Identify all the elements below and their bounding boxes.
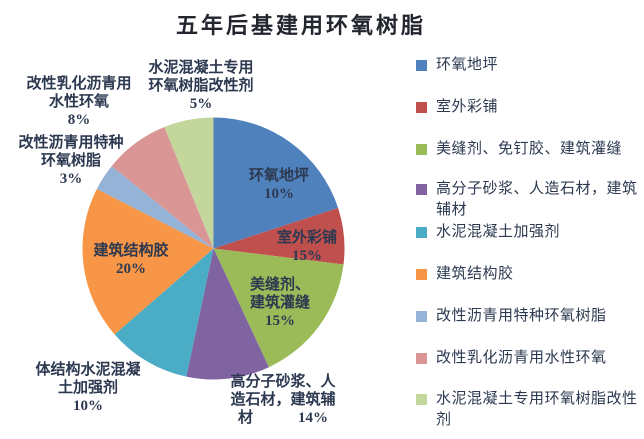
legend-label: 建筑结构胶 xyxy=(436,266,514,282)
legend-item-6: 改性沥青用特种环氧树脂 xyxy=(416,306,607,327)
pie-label-slice-2: 美缝剂、 建筑灌缝 15% xyxy=(249,277,311,329)
legend-label: 美缝剂、免钉胶、建筑灌缝 xyxy=(436,141,623,157)
pie-slice-2 xyxy=(213,248,344,368)
legend-swatch-icon xyxy=(416,144,427,155)
legend-item-8: 水泥混凝土专用环氧树脂改性剂 xyxy=(416,389,638,431)
pie-slice-4 xyxy=(114,248,214,377)
legend-label: 水泥混凝土加强剂 xyxy=(436,224,561,240)
pie-label-slice-1: 室外彩铺 15% xyxy=(276,230,338,264)
legend-item-3: 高分子砂浆、人造石材，建筑辅材 xyxy=(416,179,638,221)
legend-swatch-icon xyxy=(416,60,427,71)
legend-label: 水泥混凝土专用环氧树脂改性剂 xyxy=(436,391,638,428)
pie-label-slice-4: 体结构水泥混凝 土加强剂 10% xyxy=(35,362,141,414)
pie-label-slice-5: 建筑结构胶 20% xyxy=(93,243,169,277)
pie-label-slice-7: 改性乳化沥青用 水性环氧 8% xyxy=(26,76,132,128)
legend-swatch-icon xyxy=(416,184,427,195)
pie-slice-7 xyxy=(111,127,214,249)
pie-label-slice-8: 水泥混凝土专用 环氧树脂改性剂 5% xyxy=(148,60,254,112)
legend-item-1: 室外彩铺 xyxy=(416,97,498,118)
legend-swatch-icon xyxy=(416,227,427,238)
legend-label: 高分子砂浆、人造石材，建筑辅材 xyxy=(436,181,638,218)
pie-label-slice-6: 改性沥青用特种 环氧树脂 3% xyxy=(18,135,124,187)
pie-slice-1 xyxy=(213,208,345,265)
pie-label-slice-3: 高分子砂浆、人 造石材，建筑辅 材 14% xyxy=(230,374,336,426)
legend-swatch-icon xyxy=(416,394,427,405)
pie-slice-8 xyxy=(164,117,214,249)
pie-chart xyxy=(82,117,345,380)
pie-slice-5 xyxy=(82,189,214,335)
pie-slice-0 xyxy=(213,117,339,249)
pie-slice-6 xyxy=(96,166,214,249)
pie-slice-3 xyxy=(186,248,269,380)
legend-item-7: 改性乳化沥青用水性环氧 xyxy=(416,348,607,369)
legend-item-4: 水泥混凝土加强剂 xyxy=(416,222,560,243)
legend-label: 室外彩铺 xyxy=(436,99,499,115)
legend-swatch-icon xyxy=(416,353,427,364)
legend-item-2: 美缝剂、免钉胶、建筑灌缝 xyxy=(416,139,622,160)
legend-swatch-icon xyxy=(416,102,427,113)
legend-swatch-icon xyxy=(416,269,427,280)
pie-label-slice-0: 环氧地坪 10% xyxy=(248,168,310,202)
legend-label: 改性乳化沥青用水性环氧 xyxy=(436,350,607,366)
legend-item-5: 建筑结构胶 xyxy=(416,264,514,285)
legend-swatch-icon xyxy=(416,311,427,322)
legend-label: 改性沥青用特种环氧树脂 xyxy=(436,308,607,324)
legend-label: 环氧地坪 xyxy=(436,57,499,73)
legend-item-0: 环氧地坪 xyxy=(416,55,498,76)
chart-title: 五年后基建用环氧树脂 xyxy=(175,13,427,38)
